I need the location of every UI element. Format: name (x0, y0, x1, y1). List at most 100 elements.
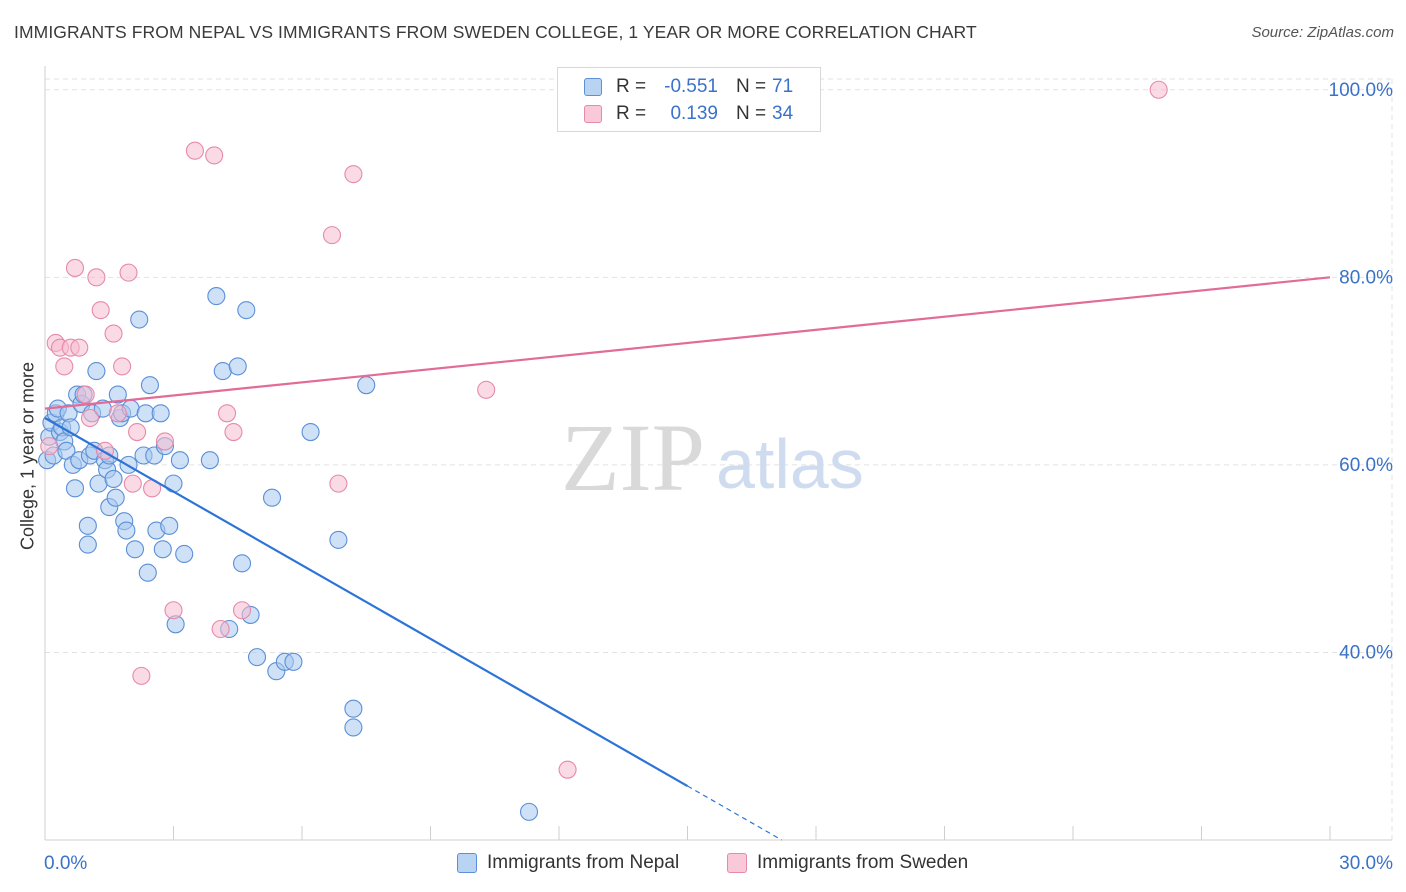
legend-n-label: N = (736, 103, 767, 124)
sweden-point (217, 404, 237, 423)
sweden-point (76, 385, 95, 404)
sweden-point (322, 226, 342, 245)
sweden-point (232, 601, 252, 620)
nepal-point (228, 357, 247, 376)
nepal-point (232, 554, 252, 573)
nepal-point (301, 423, 320, 442)
nepal-point (106, 488, 125, 507)
source-credit: Source: ZipAtlas.com (1251, 24, 1394, 41)
sweden-point (70, 338, 89, 357)
nepal-point (344, 718, 363, 737)
trend-lines (44, 276, 1331, 841)
sweden-point (65, 258, 85, 277)
sweden-point (344, 165, 363, 184)
sweden-point (155, 432, 174, 451)
nepal-point (125, 540, 144, 559)
y-axis-label: College, 1 year or more (17, 361, 38, 551)
nepal-point (237, 301, 256, 320)
nepal-point (207, 287, 226, 306)
watermark: ZIP atlas (561, 404, 864, 511)
sweden-point (205, 146, 224, 165)
sweden-point (113, 357, 132, 376)
series-legend-nepal: Immigrants from Nepal (457, 852, 679, 874)
y-tick-label: 80.0% (1339, 267, 1393, 288)
sweden-point (329, 474, 348, 493)
nepal-point (153, 540, 172, 559)
legend-n-value-sweden: 34 (772, 103, 794, 124)
series-legend: Immigrants from Nepal Immigrants from Sw… (0, 852, 1406, 876)
sweden-point (108, 404, 127, 423)
legend-r-label: R = (616, 76, 647, 97)
sweden-point (104, 324, 123, 343)
nepal-point (519, 802, 539, 821)
nepal-point (344, 699, 363, 718)
y-tick-label: 100.0% (1329, 80, 1394, 101)
sweden-point (224, 423, 243, 442)
nepal-point (87, 362, 106, 381)
sweden-point (87, 268, 106, 287)
legend-swatch-nepal (584, 78, 602, 96)
legend-swatch-sweden (584, 105, 602, 123)
nepal-point (78, 535, 97, 554)
sweden-point (119, 263, 138, 282)
correlation-legend: R = -0.551 N = 71 R = 0.139 N = 34 (557, 67, 821, 132)
watermark-atlas: atlas (716, 425, 864, 503)
nepal-trend-extension (687, 785, 783, 841)
nepal-point (175, 544, 194, 564)
nepal-point (140, 376, 159, 395)
nepal-point (117, 521, 136, 540)
sweden-trend-line (44, 276, 1331, 410)
x-tick-label-min: 0.0% (44, 853, 87, 874)
nepal-point (78, 516, 97, 535)
sweden-point (1149, 80, 1168, 99)
y-tick-label: 60.0% (1339, 455, 1393, 476)
legend-r-label: R = (616, 103, 647, 124)
series-swatch-sweden (727, 853, 747, 873)
nepal-point (164, 474, 183, 493)
nepal-point (200, 451, 219, 470)
sweden-point (211, 619, 230, 639)
sweden-point (558, 760, 577, 779)
sweden-point (132, 666, 151, 685)
x-tick-label-max: 30.0% (1339, 853, 1393, 874)
series-swatch-nepal (457, 853, 477, 873)
legend-r-value-nepal: -0.551 (664, 76, 718, 97)
y-tick-label: 40.0% (1339, 642, 1393, 663)
sweden-point (123, 474, 142, 493)
chart-title: IMMIGRANTS FROM NEPAL VS IMMIGRANTS FROM… (14, 22, 977, 42)
nepal-point (108, 385, 127, 404)
grid-lines (45, 78, 1393, 840)
nepal-point (65, 479, 85, 498)
legend-r-value-sweden: 0.139 (670, 103, 718, 124)
series-label-nepal: Immigrants from Nepal (487, 852, 680, 873)
nepal-point (138, 563, 157, 582)
nepal-point (213, 362, 232, 381)
sweden-point (91, 301, 110, 320)
sweden-point (40, 437, 59, 456)
sweden-point (128, 423, 147, 442)
nepal-point (170, 451, 189, 470)
nepal-point (262, 488, 282, 507)
nepal-point (160, 516, 179, 535)
legend-row-nepal: R = -0.551 N = 71 (584, 74, 793, 100)
nepal-point (151, 404, 170, 423)
sweden-point (185, 141, 204, 160)
sweden-point (80, 408, 100, 428)
nepal-point (357, 376, 376, 395)
legend-n-value-nepal: 71 (772, 76, 794, 97)
sweden-point (477, 380, 496, 399)
legend-row-sweden: R = 0.139 N = 34 (584, 101, 793, 127)
sweden-point (55, 357, 74, 376)
watermark-zip: ZIP (561, 404, 705, 511)
tick-labels: 40.0% 60.0% 80.0% 100.0% 0.0% 30.0% (44, 80, 1393, 874)
series-label-sweden: Immigrants from Sweden (757, 852, 969, 873)
series-legend-sweden: Immigrants from Sweden (727, 852, 968, 874)
legend-n-label: N = (736, 76, 767, 97)
nepal-trend-line (44, 417, 689, 787)
sweden-point (164, 601, 183, 620)
nepal-point (104, 469, 123, 488)
data-points (38, 80, 1168, 821)
nepal-point (247, 648, 267, 667)
nepal-point (130, 310, 149, 329)
